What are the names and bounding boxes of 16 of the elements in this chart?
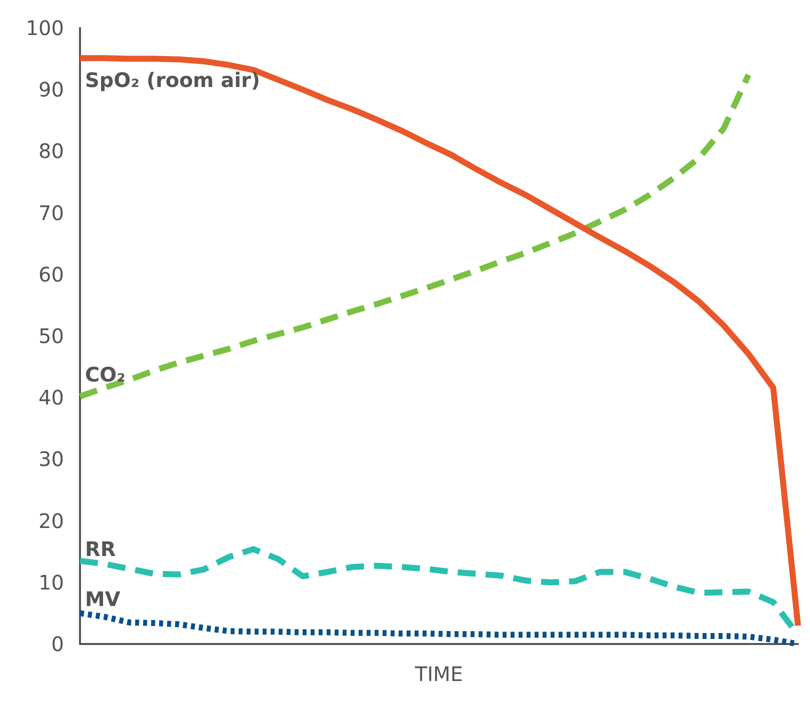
y-tick-label: 70 xyxy=(38,200,64,225)
y-tick-label: 100 xyxy=(26,16,64,40)
y-tick-label: 40 xyxy=(38,386,64,410)
y-tick-label: 30 xyxy=(38,447,64,472)
y-tick-label: 60 xyxy=(38,262,64,286)
y-tick-label: 0 xyxy=(51,632,64,656)
series-label: MV xyxy=(85,587,121,612)
y-tick-label: 20 xyxy=(38,508,64,533)
series-label: RR xyxy=(85,536,116,561)
series-label: SpO₂ (room air) xyxy=(85,68,260,92)
y-tick-label: 50 xyxy=(38,324,64,348)
series-label: CO₂ xyxy=(85,362,126,386)
y-tick-label: 10 xyxy=(38,570,64,594)
y-tick-label: 90 xyxy=(38,78,64,102)
x-axis-title: TIME xyxy=(414,662,464,686)
y-tick-label: 80 xyxy=(38,139,64,164)
